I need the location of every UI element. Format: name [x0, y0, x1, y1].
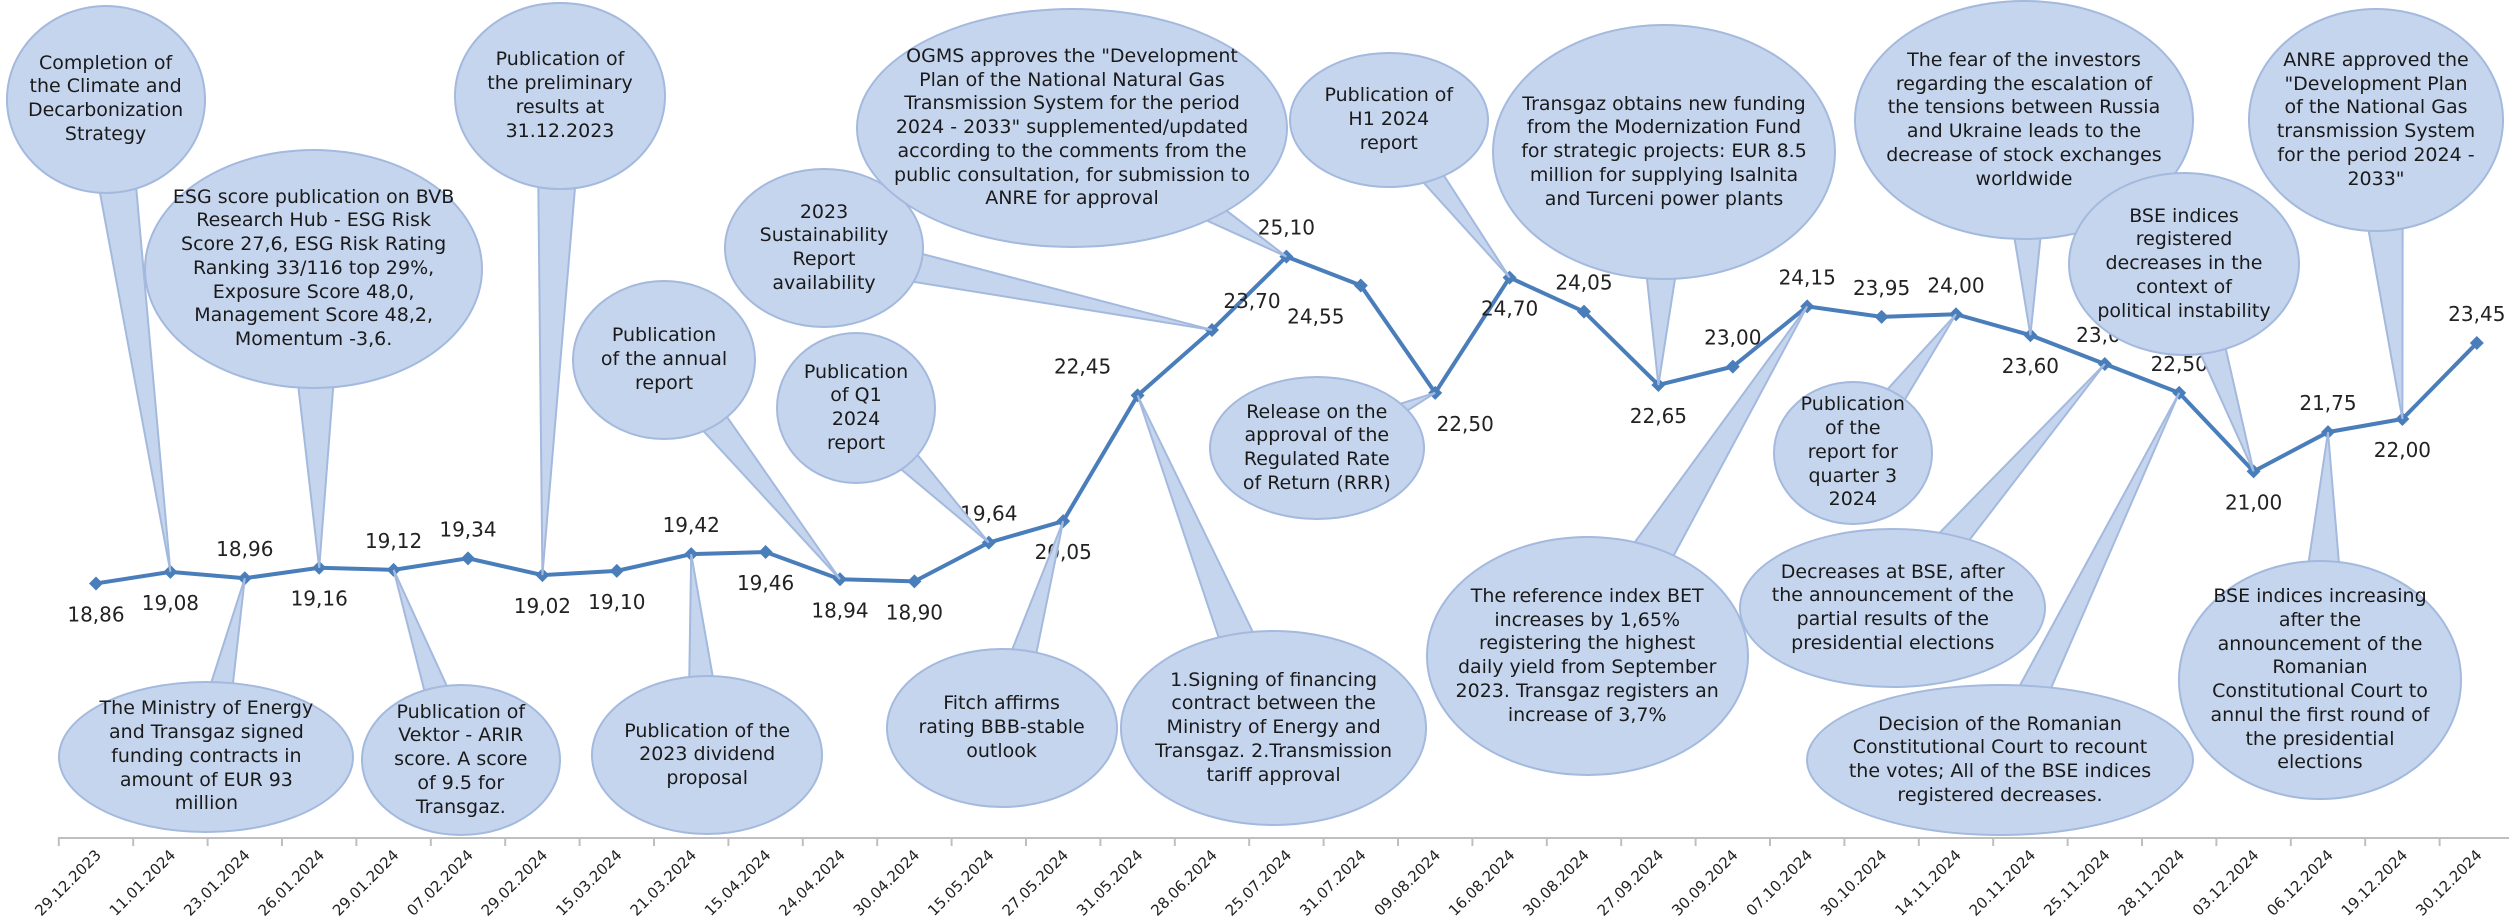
- value-label: 19,10: [588, 590, 645, 614]
- value-label: 19,08: [142, 591, 199, 615]
- value-label: 18,94: [811, 598, 868, 622]
- value-label: 23,00: [1704, 326, 1761, 350]
- annotation: Publication of the preliminary results a…: [454, 1, 666, 191]
- value-label: 23,95: [1853, 276, 1910, 300]
- value-label: 23,60: [2002, 354, 2059, 378]
- x-tick-label: 31.07.2024: [1296, 846, 1369, 919]
- point-marker: [758, 545, 773, 560]
- annotation: Fitch affirms rating BBB-stable outlook: [885, 648, 1118, 808]
- x-tick-label: 30.12.2024: [2412, 846, 2485, 919]
- annotation: Release on the approval of the Regulated…: [1208, 376, 1425, 520]
- annotation: ESG score publication on BVB Research Hu…: [144, 148, 484, 389]
- annotation: Decision of the Romanian Constitutional …: [1806, 684, 2194, 836]
- annotation: BSE indices increasing after the announc…: [2177, 560, 2463, 800]
- x-tick-label: 30.08.2024: [1519, 846, 1592, 919]
- x-tick-label: 03.12.2024: [2189, 846, 2262, 919]
- point-marker: [2469, 336, 2484, 351]
- value-label: 22,50: [1437, 412, 1494, 436]
- value-label: 19,16: [291, 587, 348, 611]
- x-tick-label: 15.03.2024: [552, 846, 625, 919]
- annotation: Transgaz obtains new funding from the Mo…: [1492, 24, 1836, 280]
- point-marker: [1874, 309, 1889, 324]
- value-label: 19,46: [737, 571, 794, 595]
- x-tick-label: 21.03.2024: [627, 846, 700, 919]
- value-label: 23,70: [1223, 289, 1280, 313]
- x-tick-label: 20.11.2024: [1966, 846, 2039, 919]
- annotation: BSE indices registered decreases in the …: [2068, 172, 2300, 356]
- value-label: 22,00: [2374, 438, 2431, 462]
- x-tick-label: 30.04.2024: [850, 846, 923, 919]
- x-tick-label: 28.11.2024: [2115, 846, 2188, 919]
- value-label: 19,34: [439, 517, 496, 541]
- x-tick-label: 28.06.2024: [1147, 846, 1220, 919]
- value-label: 24,05: [1555, 271, 1612, 295]
- value-label: 25,10: [1258, 216, 1315, 240]
- x-tick-label: 29.02.2024: [478, 846, 551, 919]
- x-tick-label: 06.12.2024: [2263, 846, 2336, 919]
- point-marker: [1353, 278, 1368, 293]
- value-label: 19,02: [514, 594, 571, 618]
- x-tick-label: 27.05.2024: [999, 846, 1072, 919]
- annotation: 1.Signing of financing contract between …: [1120, 630, 1428, 826]
- annotation: Decreases at BSE, after the announcement…: [1739, 528, 2047, 688]
- x-tick-label: 24.04.2024: [775, 846, 848, 919]
- x-tick-label: 26.01.2024: [255, 846, 328, 919]
- x-tick-label: 30.10.2024: [1817, 846, 1890, 919]
- x-tick-label: 11.01.2024: [106, 846, 179, 919]
- x-tick-label: 19.12.2024: [2338, 846, 2411, 919]
- annotation: 2023 Sustainability Report availability: [724, 168, 924, 328]
- annotation: Publication of H1 2024 report: [1288, 52, 1489, 188]
- x-tick-label: 15.05.2024: [924, 846, 997, 919]
- point-marker: [89, 576, 103, 591]
- x-tick-label: 31.05.2024: [1073, 846, 1146, 919]
- value-label: 18,86: [67, 602, 124, 626]
- x-tick-label: 25.07.2024: [1222, 846, 1295, 919]
- value-label: 24,00: [1927, 273, 1984, 297]
- value-label: 21,75: [2299, 391, 2356, 415]
- value-label: 21,00: [2225, 490, 2282, 514]
- point-marker: [609, 563, 624, 578]
- annotation: Publication of the 2023 dividend proposa…: [591, 675, 824, 836]
- value-label: 19,12: [365, 529, 422, 553]
- value-label: 24,15: [1779, 265, 1836, 289]
- value-label: 22,65: [1630, 404, 1687, 428]
- value-label: 24,55: [1287, 304, 1344, 328]
- x-tick-label: 25.11.2024: [2040, 846, 2113, 919]
- x-tick-label: 07.10.2024: [1743, 846, 1816, 919]
- x-tick-label: 23.01.2024: [180, 846, 253, 919]
- value-label: 22,45: [1054, 354, 1111, 378]
- annotation: Publication of Q1 2024 report: [776, 332, 936, 484]
- x-tick-label: 09.08.2024: [1371, 846, 1444, 919]
- point-marker: [461, 551, 475, 566]
- annotation: The Ministry of Energy and Transgaz sign…: [58, 680, 355, 833]
- annotation: Publication of the report for quarter 3 …: [1772, 380, 1933, 525]
- value-label: 20,05: [1035, 540, 1092, 564]
- point-marker: [1577, 304, 1591, 319]
- x-tick-label: 30.09.2024: [1668, 846, 1741, 919]
- value-label: 18,90: [886, 600, 943, 624]
- annotation: ANRE approved the "Development Plan of t…: [2248, 8, 2504, 232]
- value-label: 24,70: [1481, 297, 1538, 321]
- x-tick-label: 29.01.2024: [329, 846, 402, 919]
- x-tick-label: 07.02.2024: [403, 846, 476, 919]
- x-tick-label: 14.11.2024: [1891, 846, 1964, 919]
- annotation: Publication of Vektor - ARIR score. A sc…: [360, 684, 561, 836]
- annotation: The fear of the investors regarding the …: [1854, 0, 2194, 240]
- x-tick-label: 16.08.2024: [1445, 846, 1518, 919]
- x-tick-label: 29.12.2023: [31, 846, 104, 919]
- x-tick-label: 27.09.2024: [1594, 846, 1667, 919]
- value-label: 19,42: [663, 513, 720, 537]
- point-marker: [907, 574, 922, 589]
- annotation: The reference index BET increases by 1,6…: [1425, 536, 1749, 776]
- annotation: OGMS approves the "Development Plan of t…: [856, 8, 1288, 248]
- x-tick-label: 15.04.2024: [701, 846, 774, 919]
- annotation: Publication of the annual report: [572, 280, 756, 440]
- annotation: Completion of the Climate and Decarboniz…: [5, 4, 206, 194]
- point-marker: [1725, 359, 1740, 374]
- value-label: 23,45: [2448, 302, 2505, 326]
- value-label: 18,96: [216, 537, 273, 561]
